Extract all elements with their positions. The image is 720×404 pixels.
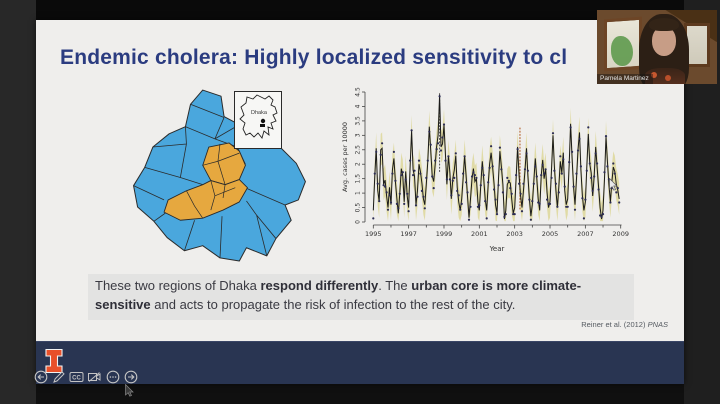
cc-label: CC — [72, 375, 81, 381]
conclusion-part1: These two regions of Dhaka — [95, 278, 261, 293]
svg-text:Year: Year — [489, 245, 505, 253]
arrow-left-icon — [34, 370, 47, 383]
participant-name-label: Pamela Martinez — [597, 74, 653, 84]
svg-text:0.5: 0.5 — [355, 203, 362, 213]
arrow-right-icon — [124, 370, 137, 383]
conclusion-part3: and acts to propagate the risk of infect… — [150, 296, 516, 312]
map-core-subdivisions — [186, 143, 240, 219]
forward-button[interactable] — [123, 369, 138, 384]
svg-text:2003: 2003 — [506, 230, 523, 238]
svg-text:3.5: 3.5 — [355, 116, 362, 126]
presentation-slide: Endemic cholera: Highly localized sensit… — [36, 20, 684, 384]
mouse-cursor-chart — [609, 177, 618, 196]
svg-text:0: 0 — [355, 220, 362, 224]
inset-dhaka-label: Dhaka — [251, 110, 268, 116]
dhaka-map-svg — [133, 89, 306, 262]
window-top-bar — [36, 0, 684, 20]
pen-icon — [52, 370, 65, 383]
houseplant — [611, 36, 633, 66]
more-options-button[interactable] — [105, 369, 120, 384]
conclusion-text-block: These two regions of Dhaka respond diffe… — [88, 274, 634, 320]
citation-authors: Reiner et al. (2012) — [581, 320, 648, 329]
svg-text:2009: 2009 — [612, 230, 629, 238]
presenter-toolbar: CC — [33, 369, 138, 384]
citation-journal: PNAS — [647, 320, 668, 329]
svg-text:2005: 2005 — [542, 230, 559, 238]
dhaka-marker — [260, 118, 266, 124]
bangladesh-inset-map: Dhaka — [234, 91, 282, 149]
svg-text:2.5: 2.5 — [355, 145, 362, 155]
presenter-bangs — [649, 18, 679, 31]
webcam-video-tile[interactable]: Pamela Martinez — [597, 10, 717, 84]
mouse-cursor-toolbar — [125, 383, 134, 402]
svg-text:2: 2 — [355, 162, 362, 166]
presenter-shirt — [645, 68, 685, 84]
svg-text:Avg. cases per 10000: Avg. cases per 10000 — [341, 122, 349, 192]
presenter-face — [652, 26, 676, 56]
dhaka-districts-map: Dhaka — [120, 86, 320, 264]
svg-text:1.5: 1.5 — [355, 174, 362, 184]
ellipsis-icon — [106, 370, 119, 383]
window-left-strip — [0, 0, 36, 404]
svg-text:3: 3 — [355, 133, 362, 137]
svg-text:2007: 2007 — [577, 230, 594, 238]
annotate-button[interactable] — [51, 369, 66, 384]
captions-button[interactable]: CC — [69, 369, 84, 384]
svg-text:4: 4 — [355, 104, 362, 108]
svg-text:1995: 1995 — [365, 230, 382, 238]
svg-text:1: 1 — [355, 191, 362, 195]
camera-off-icon — [88, 371, 101, 382]
slide-title: Endemic cholera: Highly localized sensit… — [60, 46, 568, 69]
conclusion-bold2: urban core is more climate-sensitive — [95, 278, 582, 312]
camera-off-button[interactable] — [87, 369, 102, 384]
conclusion-bold1: respond differently — [260, 278, 379, 293]
back-button[interactable] — [33, 369, 48, 384]
slide-footer-bar — [36, 341, 684, 384]
svg-text:1997: 1997 — [400, 230, 417, 238]
captions-box-icon — [69, 371, 84, 382]
citation: Reiner et al. (2012) PNAS — [581, 320, 668, 329]
svg-text:1999: 1999 — [436, 230, 453, 238]
bangladesh-outline: Dhaka — [239, 94, 278, 139]
cholera-timeseries-chart: 1995 1997 1999 2001 2003 2005 2007 2009 Year 0 0.5… — [341, 84, 633, 254]
conclusion-part2: . The — [378, 278, 412, 293]
svg-text:2001: 2001 — [471, 230, 488, 238]
svg-text:4.5: 4.5 — [355, 87, 362, 97]
